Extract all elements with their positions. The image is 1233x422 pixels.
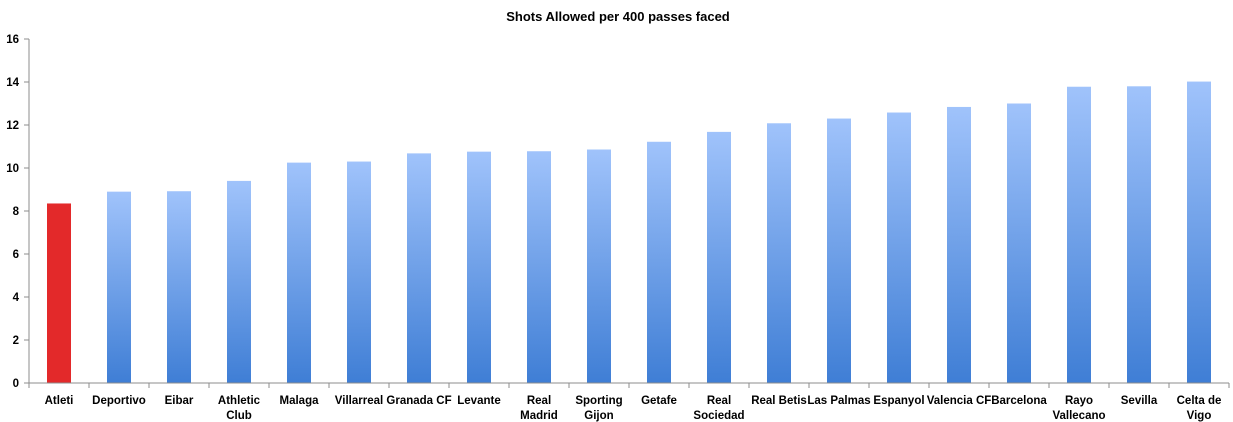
bar — [1007, 103, 1031, 383]
x-category-label: Deportivo — [92, 395, 146, 407]
bar — [47, 203, 71, 383]
y-tick-label: 0 — [13, 378, 19, 390]
bars — [47, 81, 1211, 384]
y-tick-label: 4 — [13, 292, 20, 304]
x-category-label: Celta de — [1177, 395, 1222, 407]
x-category-label: Club — [226, 410, 252, 422]
x-axis: Atleti Deportivo Eibar Athletic Club Malaga Vi… — [28, 382, 1230, 422]
x-category-label: Rayo — [1065, 395, 1093, 407]
y-tick-label: 12 — [6, 120, 19, 132]
x-category-label: Valencia CF — [927, 395, 992, 407]
y-tick-label: 14 — [6, 77, 19, 89]
x-category-label: Atleti — [45, 395, 74, 407]
x-category-label: Vallecano — [1052, 410, 1105, 422]
y-tick-label: 16 — [6, 34, 19, 46]
x-category-label: Madrid — [520, 410, 558, 422]
x-category-label: Real Betis — [751, 395, 807, 407]
x-category-label: Vigo — [1187, 410, 1212, 422]
x-category-label: Sociedad — [693, 410, 744, 422]
x-category-label: Athletic — [218, 395, 261, 407]
bar — [1187, 81, 1211, 383]
y-axis: 0 2 4 6 8 10 12 14 16 — [6, 34, 30, 390]
x-category-label: Villarreal — [335, 395, 383, 407]
x-category-label: Malaga — [280, 395, 320, 407]
y-tick-label: 2 — [13, 335, 19, 347]
x-category-label: Real — [527, 395, 551, 407]
y-tick-label: 10 — [6, 163, 19, 175]
chart-title: Shots Allowed per 400 passes faced — [506, 9, 730, 24]
bar — [107, 191, 131, 383]
bar — [407, 153, 431, 383]
bar — [1067, 86, 1091, 383]
x-category-label: Gijon — [584, 410, 613, 422]
bar — [1127, 86, 1151, 384]
x-category-label: Levante — [457, 395, 500, 407]
y-tick-label: 8 — [13, 206, 20, 218]
bar — [947, 106, 971, 383]
bar — [767, 123, 791, 383]
x-category-label: Eibar — [165, 395, 194, 407]
bar — [467, 151, 491, 383]
bar — [887, 112, 911, 383]
bar — [287, 162, 311, 383]
bar — [527, 151, 551, 383]
x-category-label: Real — [707, 395, 731, 407]
x-category-label: Sevilla — [1121, 395, 1158, 407]
bar — [647, 141, 671, 383]
x-category-label: Granada CF — [386, 395, 451, 407]
bar — [227, 180, 251, 383]
bar — [347, 161, 371, 383]
bar — [587, 149, 611, 383]
x-category-label: Getafe — [641, 395, 677, 407]
bar — [707, 131, 731, 383]
bar — [167, 191, 191, 383]
x-category-label: Barcelona — [991, 395, 1047, 407]
x-category-label: Espanyol — [873, 395, 924, 407]
bar — [827, 118, 851, 384]
x-category-label: Sporting — [575, 395, 622, 407]
x-category-label: Las Palmas — [807, 395, 870, 407]
y-tick-label: 6 — [13, 249, 19, 261]
